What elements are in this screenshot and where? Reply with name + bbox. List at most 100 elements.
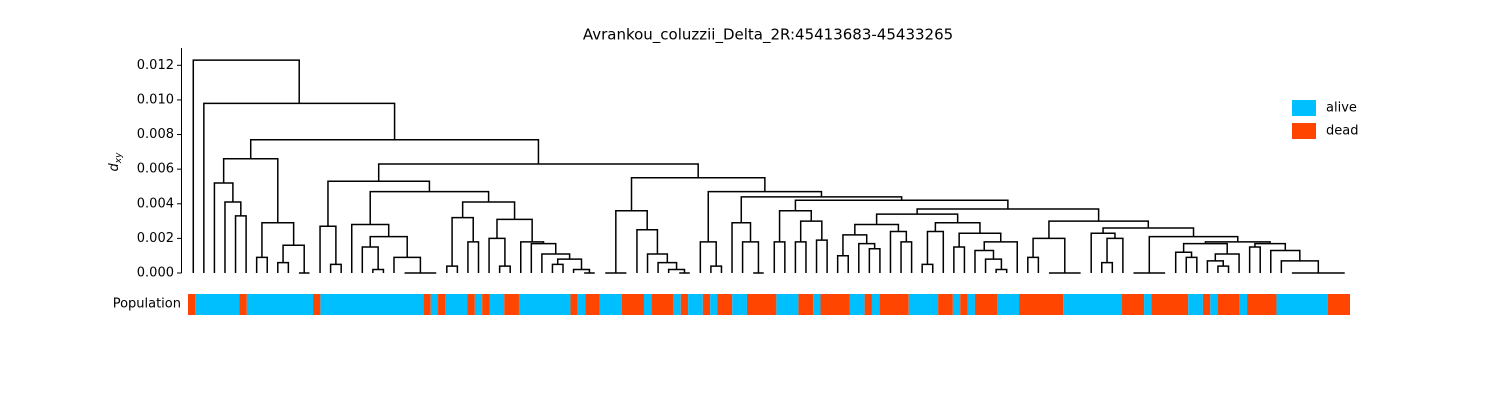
link: [854, 223, 900, 235]
link: [1102, 227, 1195, 237]
strip-segment: [879, 294, 909, 315]
y-label-sub: xy: [114, 152, 124, 164]
strip-segment: [1239, 294, 1248, 315]
link: [958, 232, 1002, 248]
link: [1248, 246, 1261, 273]
link: [541, 253, 571, 273]
link: [1174, 251, 1193, 273]
strip-label: Population: [113, 297, 181, 312]
strip-segment: [518, 294, 571, 315]
strip-segment: [246, 294, 314, 315]
y-tick-label: 0.008: [137, 127, 174, 142]
link: [984, 258, 1003, 273]
link: [203, 102, 396, 273]
strip-segment: [1202, 294, 1211, 315]
link: [1101, 261, 1114, 273]
strip-segment: [820, 294, 850, 315]
link: [1280, 260, 1320, 273]
strip-segment: [570, 294, 578, 315]
link: [707, 190, 823, 242]
link: [234, 215, 247, 273]
link: [921, 263, 934, 273]
link: [249, 138, 540, 164]
link: [282, 244, 305, 273]
y-axis-label: dxy: [107, 152, 124, 172]
strip-segment: [732, 294, 747, 315]
link: [1182, 242, 1228, 254]
strip-segment: [643, 294, 652, 315]
strip-segment: [871, 294, 880, 315]
link: [815, 239, 828, 273]
link: [327, 180, 431, 227]
link: [794, 199, 1009, 211]
strip-segment: [577, 294, 586, 315]
legend-label: dead: [1326, 124, 1358, 139]
strip-segment: [239, 294, 247, 315]
link: [1027, 256, 1040, 273]
link: [377, 163, 699, 182]
strip-segment: [702, 294, 711, 315]
chart-title: Avrankou_coluzzii_Delta_2R:45413683-4543…: [583, 26, 953, 45]
strip-segment: [504, 294, 519, 315]
strip-segment: [1210, 294, 1218, 315]
strip-segment: [680, 294, 689, 315]
strip-segment: [967, 294, 975, 315]
strip-segment: [1276, 294, 1328, 315]
link: [1270, 249, 1301, 273]
link: [773, 241, 786, 273]
strip-segment: [813, 294, 821, 315]
strip-segment: [467, 294, 475, 315]
strip-segment: [1019, 294, 1064, 315]
link: [875, 213, 959, 225]
strip-segment: [960, 294, 968, 315]
link: [467, 241, 480, 273]
link: [710, 265, 723, 273]
strip-segment: [746, 294, 777, 315]
strip-segment: [188, 294, 196, 315]
link: [636, 228, 659, 273]
y-tick-label: 0.002: [137, 231, 174, 246]
link: [868, 248, 881, 273]
link: [615, 209, 648, 273]
link: [934, 222, 981, 234]
link: [1090, 232, 1116, 273]
strip-segment: [673, 294, 681, 315]
link: [261, 222, 295, 258]
link: [1217, 265, 1230, 273]
strip-segment: [1327, 294, 1350, 315]
strip-segment: [996, 294, 1020, 315]
strip-segment: [1151, 294, 1189, 315]
strip-segment: [585, 294, 600, 315]
strip-segment: [320, 294, 424, 315]
link: [520, 241, 545, 273]
strip-segment: [482, 294, 490, 315]
link: [974, 249, 995, 273]
link: [657, 261, 678, 273]
link: [916, 208, 1100, 222]
link: [255, 256, 268, 273]
link: [836, 254, 849, 273]
link: [1185, 256, 1198, 273]
y-tick-label: 0.010: [137, 92, 174, 107]
link: [900, 241, 913, 273]
link: [1214, 253, 1240, 273]
link: [646, 253, 669, 273]
link: [1048, 220, 1150, 239]
link: [556, 258, 583, 270]
strip-segment: [1217, 294, 1240, 315]
strip-segment: [798, 294, 814, 315]
link: [1032, 237, 1066, 273]
link: [369, 190, 490, 225]
link: [498, 265, 511, 273]
link: [224, 201, 242, 273]
link: [222, 158, 279, 223]
strip-segment: [474, 294, 483, 315]
y-tick-label: 0.004: [137, 196, 174, 211]
legend-swatch: [1292, 100, 1316, 116]
strip-segment: [1063, 294, 1123, 315]
strip-segment: [599, 294, 622, 315]
strip-segment: [313, 294, 321, 315]
strip-segment: [1188, 294, 1203, 315]
link: [1148, 235, 1239, 273]
